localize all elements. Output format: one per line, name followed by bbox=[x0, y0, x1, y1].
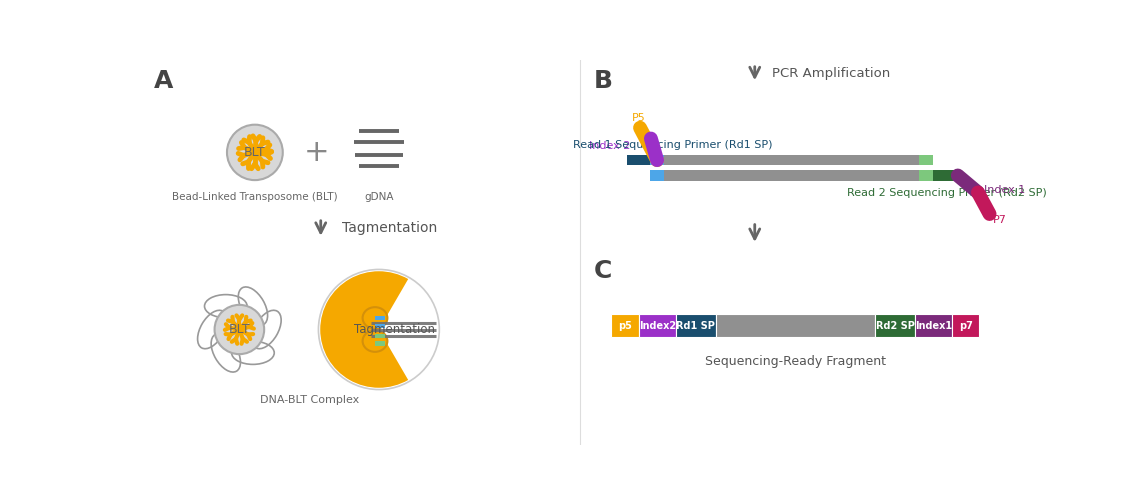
Circle shape bbox=[318, 270, 439, 390]
FancyBboxPatch shape bbox=[650, 170, 665, 180]
Text: p5: p5 bbox=[618, 320, 633, 330]
Text: Sequencing-Ready Fragment: Sequencing-Ready Fragment bbox=[705, 356, 886, 368]
FancyBboxPatch shape bbox=[874, 314, 915, 337]
Text: BLT: BLT bbox=[228, 323, 250, 336]
FancyBboxPatch shape bbox=[716, 314, 874, 337]
FancyBboxPatch shape bbox=[952, 314, 979, 337]
Text: gDNA: gDNA bbox=[364, 192, 393, 202]
Ellipse shape bbox=[363, 307, 388, 328]
FancyBboxPatch shape bbox=[627, 155, 650, 165]
Text: Index2: Index2 bbox=[638, 320, 676, 330]
Text: PCR Amplification: PCR Amplification bbox=[772, 68, 890, 80]
FancyBboxPatch shape bbox=[933, 170, 958, 180]
FancyBboxPatch shape bbox=[676, 314, 716, 337]
FancyBboxPatch shape bbox=[375, 324, 385, 328]
Text: A: A bbox=[154, 69, 173, 93]
Text: +: + bbox=[304, 138, 329, 167]
Circle shape bbox=[214, 305, 264, 354]
FancyBboxPatch shape bbox=[919, 170, 933, 180]
FancyBboxPatch shape bbox=[650, 155, 665, 165]
Text: Tagmentation: Tagmentation bbox=[342, 221, 438, 235]
Text: Index1: Index1 bbox=[915, 320, 952, 330]
Text: BLT: BLT bbox=[244, 146, 266, 159]
FancyBboxPatch shape bbox=[611, 314, 640, 337]
Text: Rd2 SP: Rd2 SP bbox=[876, 320, 914, 330]
Text: C: C bbox=[594, 258, 612, 282]
Text: Bead-Linked Transposome (BLT): Bead-Linked Transposome (BLT) bbox=[172, 192, 337, 202]
Text: DNA-BLT Complex: DNA-BLT Complex bbox=[260, 396, 359, 406]
Text: B: B bbox=[594, 69, 612, 93]
Text: Index 2: Index 2 bbox=[589, 141, 630, 151]
Text: p7: p7 bbox=[959, 320, 972, 330]
Ellipse shape bbox=[363, 330, 388, 352]
FancyBboxPatch shape bbox=[640, 314, 676, 337]
Text: Read 2 Sequencing Primer (Rd2 SP): Read 2 Sequencing Primer (Rd2 SP) bbox=[847, 188, 1047, 198]
Circle shape bbox=[227, 124, 283, 180]
FancyBboxPatch shape bbox=[375, 342, 385, 345]
Text: P5: P5 bbox=[632, 113, 645, 123]
FancyBboxPatch shape bbox=[665, 170, 919, 180]
Text: Tagmentation: Tagmentation bbox=[353, 323, 434, 336]
Text: Rd1 SP: Rd1 SP bbox=[676, 320, 716, 330]
FancyBboxPatch shape bbox=[665, 155, 919, 165]
Wedge shape bbox=[320, 271, 408, 388]
Text: Read 1 Sequencing Primer (Rd1 SP): Read 1 Sequencing Primer (Rd1 SP) bbox=[572, 140, 772, 150]
Text: Index 1: Index 1 bbox=[984, 185, 1025, 195]
FancyBboxPatch shape bbox=[915, 314, 952, 337]
FancyBboxPatch shape bbox=[375, 334, 385, 338]
FancyBboxPatch shape bbox=[375, 316, 385, 320]
FancyBboxPatch shape bbox=[919, 155, 933, 165]
Text: P7: P7 bbox=[993, 215, 1007, 225]
